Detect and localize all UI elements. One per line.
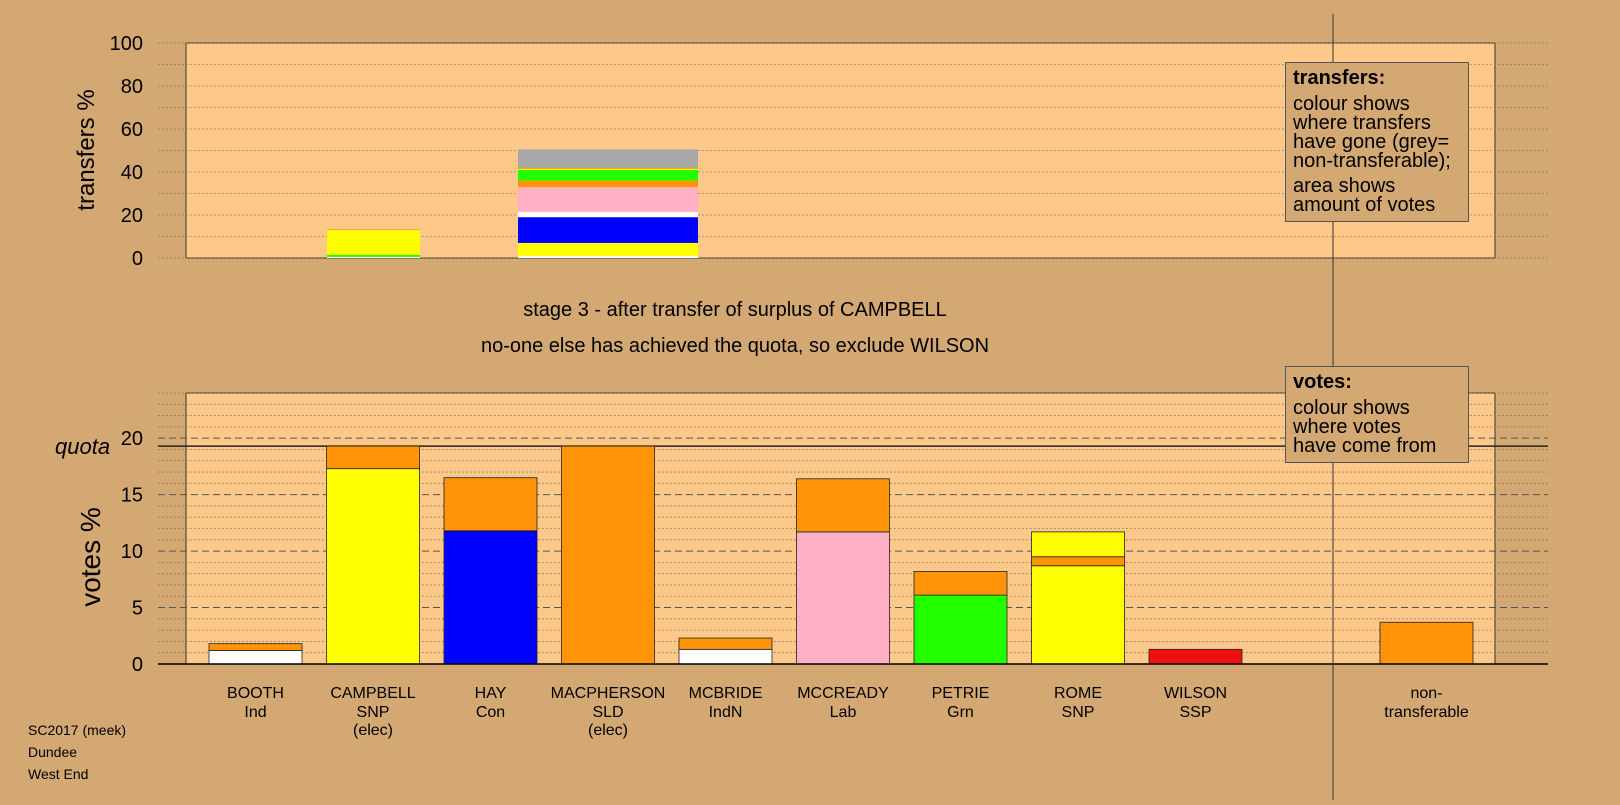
vote-bar-mccready-sld [796,478,890,533]
candidate-elected-label: (elec) [353,722,393,739]
transfer-segment-macpherson-indn [518,211,698,218]
transfers-legend-colour-text: colour shows where transfers have gone (… [1293,93,1461,172]
transfers-y-tick-label: 60 [121,119,143,141]
transfers-legend-heading: transfers: [1293,67,1386,89]
transfer-segment-macpherson-ind [518,255,698,258]
transfer-segment-macpherson-sld [518,180,698,188]
transfers-legend: transfers: colour shows where transfers … [1285,62,1469,222]
votes-legend-line: have come from [1293,435,1437,457]
transfers-y-axis-label: transfers % [73,89,100,210]
vote-bar-petrie-sld [913,571,1008,596]
votes-y-tick-label: 15 [121,485,143,507]
vote-bar-hay-sld [443,477,538,532]
candidate-party-label: IndN [709,704,743,721]
vote-bar-wilson-ssp [1148,648,1243,665]
transfers-legend-line: where transfers [1293,112,1431,134]
candidate-party-label: Ind [244,704,266,721]
candidate-name-label: MCCREADY [797,685,889,702]
candidate-name-label: CAMPBELL [330,685,415,702]
quota-label: quota [55,434,110,459]
transfer-segment-macpherson-nontransferable [518,149,698,168]
transfer-segment-campbell-ind [327,256,420,258]
votes-y-tick-label: 10 [121,541,143,563]
votes-legend-colour-text: colour shows where votes have come from [1293,397,1461,457]
transfers-plot-area [185,42,1496,259]
votes-legend-line: where votes [1293,416,1401,438]
transfer-segment-campbell-sld [327,229,420,231]
vote-bar-mcbride-indn [678,648,773,665]
stage-title: stage 3 - after transfer of surplus of C… [523,299,947,321]
candidate-name-label: PETRIE [932,685,990,702]
votes-legend-heading: votes: [1293,371,1352,393]
vote-bar-hay-con [443,530,538,665]
candidate-party-label: Con [476,704,505,721]
transfer-segment-campbell-snp [327,230,420,255]
candidate-elected-label: (elec) [588,722,628,739]
transfer-segment-macpherson-snp [518,168,698,170]
vote-bar-rome-sld [1031,556,1125,567]
transfers-y-tick-label: 40 [121,162,143,184]
footer-ward: West End [28,766,89,782]
vote-bar-macpherson-sld [561,445,655,665]
transfer-segment-campbell-grn [327,254,420,257]
vote-bar-rome-snp [1031,531,1125,558]
candidate-name-label: ROME [1054,685,1102,702]
votes-legend: votes: colour shows where votes have com… [1285,366,1469,463]
candidate-name-label: MACPHERSON [551,685,666,702]
candidate-party-label: SLD [592,704,623,721]
footer-council: Dundee [28,744,78,760]
votes-y-axis-label: votes % [75,507,106,607]
votes-legend-line: colour shows [1293,397,1410,419]
candidate-name-label: WILSON [1164,685,1227,702]
vote-bar-mccready-lab [796,531,890,665]
vote-bar-petrie-grn [913,594,1008,665]
nontransferable-label: transferable [1384,704,1469,721]
candidate-party-label: SNP [1062,704,1095,721]
candidate-party-label: SNP [357,704,390,721]
votes-y-tick-label: 0 [132,654,143,676]
vote-bar-rome-snp [1031,565,1125,665]
transfers-y-tick-label: 20 [121,205,143,227]
vote-bar-nontransferable [1379,621,1474,665]
transfers-legend-line: have gone (grey= [1293,131,1450,153]
vote-bar-campbell-sld [326,445,420,470]
candidate-party-label: Lab [830,704,857,721]
candidate-party-label: Grn [947,704,974,721]
transfers-y-tick-label: 80 [121,76,143,98]
transfers-legend-area-text: area shows amount of votes [1293,175,1461,216]
transfer-segment-macpherson-snp [518,242,698,256]
stage-subtitle: no-one else has achieved the quota, so e… [480,335,990,357]
transfers-legend-line: colour shows [1293,93,1410,115]
candidate-name-label: MCBRIDE [689,685,763,702]
votes-y-tick-label: 20 [121,428,143,450]
transfers-y-tick-label: 100 [110,33,143,55]
vote-bar-booth-sld [208,643,303,651]
vote-bar-campbell-snp [326,468,420,665]
transfer-segment-macpherson-sld [518,167,698,169]
transfers-legend-line: non-transferable); [1293,150,1451,172]
candidate-name-label: BOOTH [227,685,284,702]
vote-bar-booth-ind [208,650,303,665]
candidate-name-label: HAY [475,685,507,702]
nontransferable-label: non- [1410,685,1442,702]
votes-y-tick-label: 5 [132,598,143,620]
candidate-party-label: SSP [1179,704,1211,721]
transfers-y-tick-label: 0 [132,248,143,270]
transfer-segment-macpherson-grn [518,169,698,181]
transfer-segment-macpherson-lab [518,187,698,212]
vote-bar-mcbride-sld [678,637,773,650]
transfers-legend-line: amount of votes [1293,194,1436,216]
transfer-segment-macpherson-con [518,217,698,243]
transfers-legend-line: area shows [1293,175,1396,197]
footer-election: SC2017 (meek) [28,722,127,738]
